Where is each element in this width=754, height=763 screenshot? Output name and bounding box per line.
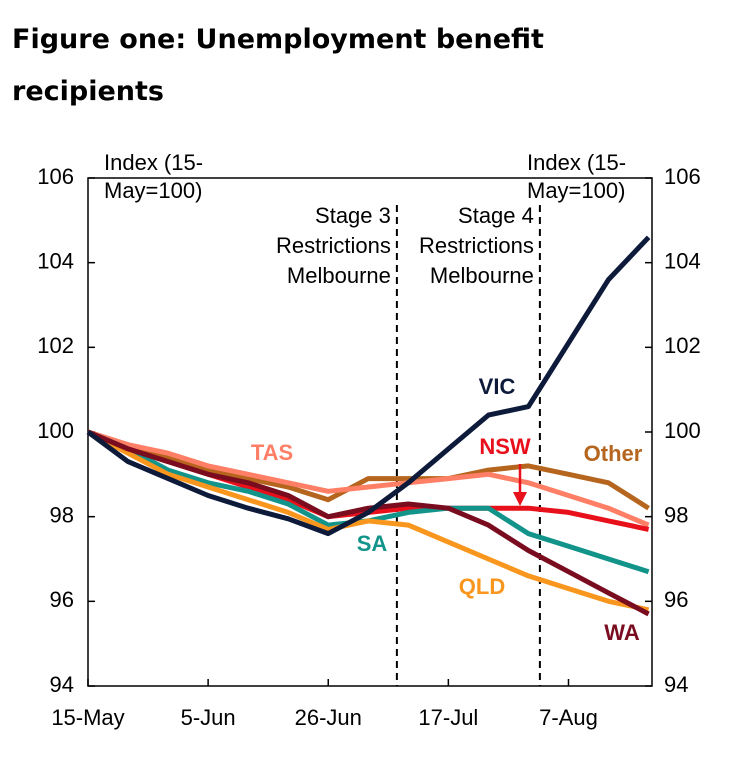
y2-tick-label: 104 (664, 248, 701, 273)
event-label: Restrictions (419, 233, 534, 258)
event-label: Melbourne (430, 263, 534, 288)
y-tick-label: 98 (50, 502, 74, 527)
chart-title: Figure one: Unemployment benefit recipie… (12, 24, 544, 107)
y-axis-label: Index (15- (104, 150, 203, 175)
series-line (86, 429, 650, 613)
y-tick-label: 104 (37, 248, 74, 273)
y-tick-label: 96 (50, 587, 74, 612)
series-line (87, 429, 650, 528)
y2-tick-label: 94 (664, 672, 688, 697)
y-tick-label: 106 (37, 164, 74, 189)
event-label: Stage 3 (315, 203, 391, 228)
event-label: Restrictions (276, 233, 391, 258)
y2-tick-label: 106 (664, 164, 701, 189)
x-tick-label: 17-Jul (418, 705, 478, 730)
y-tick-label: 100 (37, 418, 74, 443)
series-label: QLD (459, 574, 505, 599)
event-label: Melbourne (287, 263, 391, 288)
x-tick-label: 15-May (51, 705, 124, 730)
series-line (86, 235, 651, 537)
series-label: Other (584, 441, 643, 466)
y2-tick-label: 100 (664, 418, 701, 443)
x-tick-label: 7-Aug (539, 705, 598, 730)
event-label: Stage 4 (458, 203, 534, 228)
y-axis-label: May=100) (104, 178, 202, 203)
x-tick-label: 5-Jun (181, 705, 236, 730)
series-label: NSW (479, 434, 531, 459)
x-tick-label: 26-Jun (295, 705, 362, 730)
series-label: TAS (251, 440, 293, 465)
series-label: SA (357, 531, 388, 556)
series-line (87, 429, 650, 617)
y2-axis-label: Index (15- (527, 150, 626, 175)
y2-tick-label: 96 (664, 587, 688, 612)
y2-tick-label: 98 (664, 502, 688, 527)
series-label: WA (604, 620, 640, 645)
series-line (87, 429, 650, 511)
y-tick-label: 94 (50, 672, 74, 697)
y-tick-label: 102 (37, 333, 74, 358)
series-label: VIC (479, 374, 516, 399)
label-arrow-head (513, 492, 527, 506)
y2-axis-label: May=100) (527, 178, 625, 203)
y2-tick-label: 102 (664, 333, 701, 358)
